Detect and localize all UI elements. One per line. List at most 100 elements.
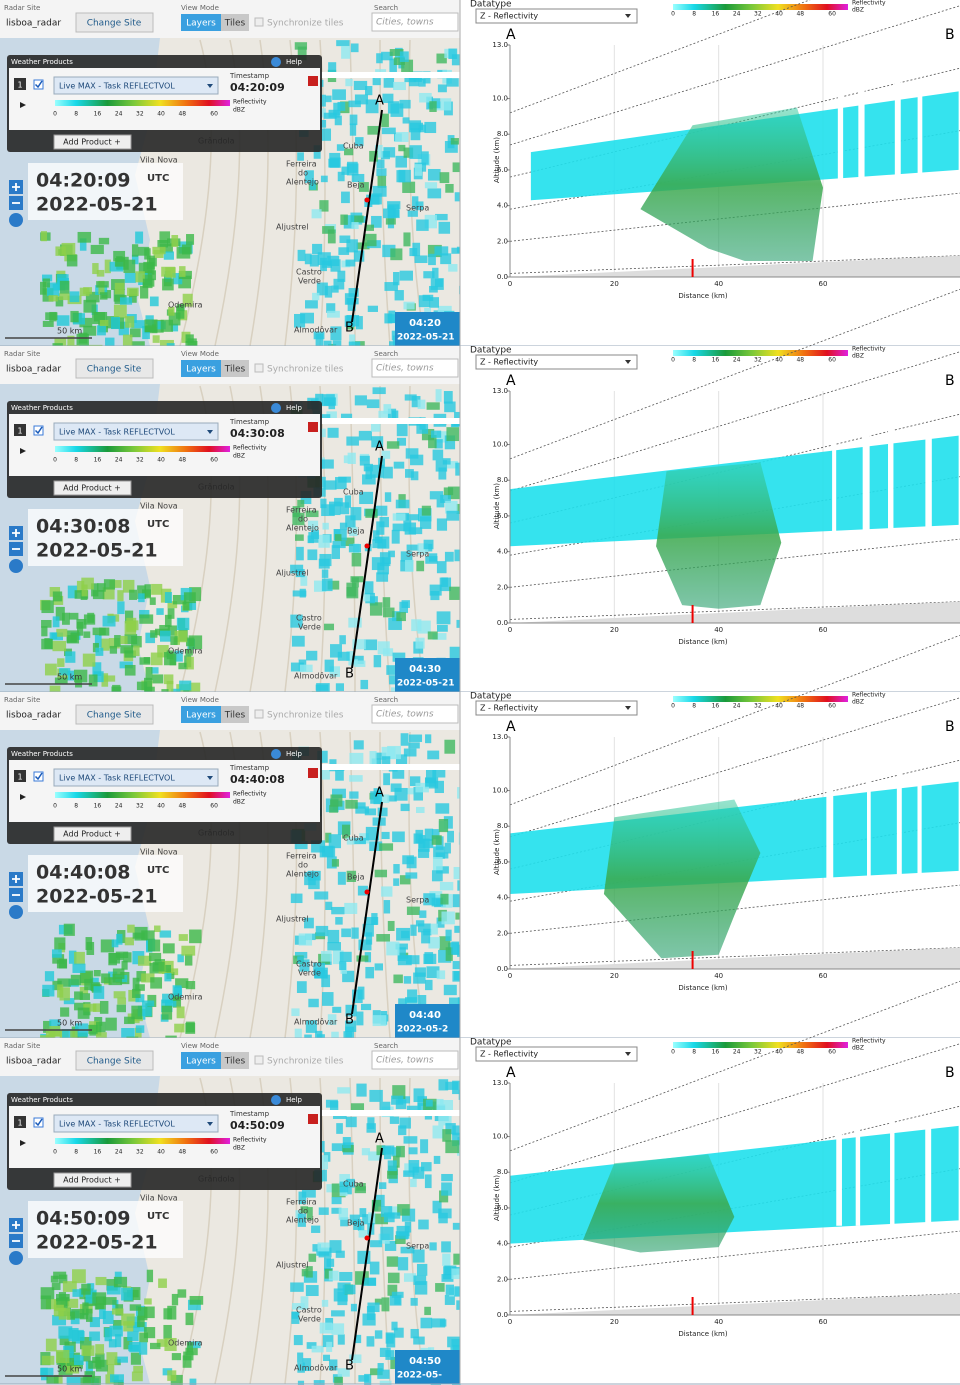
add-product-button[interactable]	[53, 826, 132, 842]
radar-echo	[163, 251, 174, 260]
change-site-button[interactable]	[75, 704, 154, 725]
add-product-button[interactable]	[53, 134, 132, 150]
radar-echo	[383, 1146, 392, 1160]
radar-echo	[394, 1296, 401, 1305]
search-input[interactable]	[371, 704, 459, 724]
change-site-button[interactable]	[75, 12, 154, 33]
product-checkbox[interactable]	[33, 771, 44, 782]
radar-echo	[358, 182, 369, 192]
radar-echo	[331, 1207, 342, 1214]
help-icon[interactable]	[271, 749, 281, 759]
radar-echo	[49, 632, 58, 640]
sync-checkbox[interactable]	[254, 363, 264, 373]
radar-echo	[381, 886, 393, 897]
radar-echo	[381, 127, 396, 135]
radar-echo	[411, 395, 421, 408]
change-site-label: Change Site	[87, 19, 142, 29]
radar-echo	[379, 1182, 387, 1189]
radar-echo	[122, 579, 135, 593]
sync-checkbox[interactable]	[254, 709, 264, 719]
change-site-button[interactable]	[75, 1050, 154, 1071]
product-select[interactable]	[53, 76, 219, 95]
remove-product[interactable]	[308, 768, 318, 778]
search-input[interactable]	[371, 358, 459, 378]
radar-echo	[109, 645, 118, 654]
compass-button[interactable]	[9, 1251, 23, 1265]
radar-echo	[441, 911, 455, 925]
radar-echo	[419, 910, 427, 918]
product-select[interactable]	[53, 422, 219, 441]
corner-time: 04:50	[409, 1356, 441, 1367]
sync-checkbox[interactable]	[254, 17, 264, 27]
radar-echo	[409, 145, 422, 159]
radar-echo	[380, 794, 390, 804]
compass-button[interactable]	[9, 559, 23, 573]
radar-echo	[115, 951, 129, 959]
radar-echo	[413, 786, 424, 801]
zoom-in-icon	[12, 1221, 20, 1229]
compass-button[interactable]	[9, 213, 23, 227]
radar-echo	[454, 192, 463, 202]
compass-button[interactable]	[9, 905, 23, 919]
radar-echo	[321, 128, 332, 141]
change-site-button[interactable]	[75, 358, 154, 379]
radar-echo	[400, 551, 413, 562]
tiles-button[interactable]	[221, 1052, 249, 1069]
product-select[interactable]	[53, 1114, 219, 1133]
y-axis-title: Altitude (km)	[493, 829, 501, 875]
tiles-button[interactable]	[221, 14, 249, 31]
play-button[interactable]	[20, 448, 26, 454]
radar-echo	[439, 1190, 449, 1203]
help-icon[interactable]	[271, 403, 281, 413]
help-icon[interactable]	[271, 1095, 281, 1105]
corner-time: 04:30	[409, 664, 441, 675]
legend-tick: 24	[733, 1049, 741, 1056]
add-product-button[interactable]	[53, 480, 132, 496]
datatype-select[interactable]	[475, 8, 638, 24]
remove-product[interactable]	[308, 1114, 318, 1124]
datatype-select[interactable]	[475, 1046, 638, 1062]
play-button[interactable]	[20, 794, 26, 800]
tiles-button[interactable]	[221, 706, 249, 723]
layers-button[interactable]	[181, 706, 221, 723]
radar-echo	[298, 1191, 307, 1205]
radar-echo	[329, 152, 341, 167]
radar-echo	[449, 586, 462, 600]
y-tick-label: 10.0	[492, 95, 508, 103]
product-checkbox[interactable]	[33, 425, 44, 436]
radar-echo	[156, 1339, 168, 1347]
radar-echo	[401, 59, 414, 73]
radar-echo	[121, 960, 128, 970]
radar-echo	[151, 667, 159, 674]
sync-checkbox[interactable]	[254, 1055, 264, 1065]
tiles-button[interactable]	[221, 360, 249, 377]
radar-echo	[363, 639, 378, 651]
datatype-select[interactable]	[475, 354, 638, 370]
radar-echo	[394, 290, 404, 301]
product-checkbox[interactable]	[33, 79, 44, 90]
radar-echo	[40, 1287, 55, 1300]
legend-tick: 16	[712, 11, 720, 18]
search-input[interactable]	[371, 12, 459, 32]
radar-echo	[81, 1283, 91, 1295]
layers-button[interactable]	[181, 1052, 221, 1069]
overlay-utc: UTC	[147, 519, 169, 530]
datatype-value: Z - Reflectivity	[480, 1050, 538, 1059]
radar-echo	[414, 967, 426, 977]
radar-echo	[397, 955, 412, 966]
remove-product[interactable]	[308, 76, 318, 86]
layers-button[interactable]	[181, 14, 221, 31]
datatype-select[interactable]	[475, 700, 638, 716]
play-button[interactable]	[20, 102, 26, 108]
radar-echo	[177, 1289, 187, 1298]
product-checkbox[interactable]	[33, 1117, 44, 1128]
remove-product[interactable]	[308, 422, 318, 432]
search-input[interactable]	[371, 1050, 459, 1070]
radar-echo	[440, 253, 452, 265]
echo-core	[583, 1154, 735, 1253]
product-select[interactable]	[53, 768, 219, 787]
help-icon[interactable]	[271, 57, 281, 67]
add-product-button[interactable]	[53, 1172, 132, 1188]
layers-button[interactable]	[181, 360, 221, 377]
play-button[interactable]	[20, 1140, 26, 1146]
